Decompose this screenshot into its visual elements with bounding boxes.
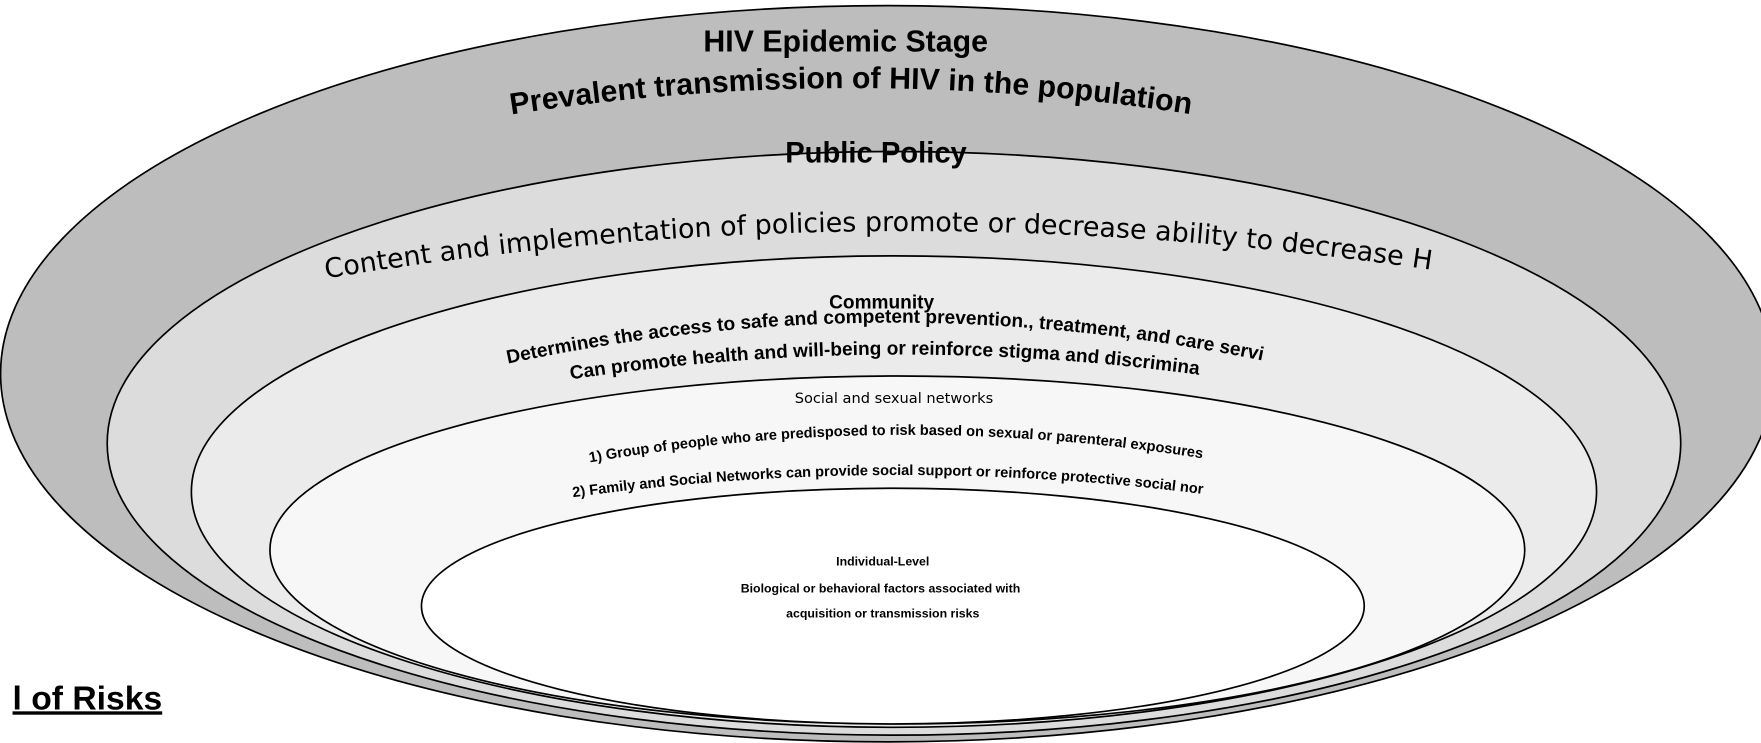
layer-title: Public Policy <box>785 138 967 170</box>
layer-title: Community <box>829 293 934 314</box>
layer-title: HIV Epidemic Stage <box>703 26 988 59</box>
layer-text: acquisition or transmission risks <box>786 606 979 620</box>
layer-text: Biological or behavioral factors associa… <box>741 582 1021 596</box>
individual-ring <box>420 487 1366 725</box>
caption: l of Risks <box>13 680 163 717</box>
layer-title: Social and sexual networks <box>795 390 994 407</box>
layer-title: Individual-Level <box>836 555 929 569</box>
